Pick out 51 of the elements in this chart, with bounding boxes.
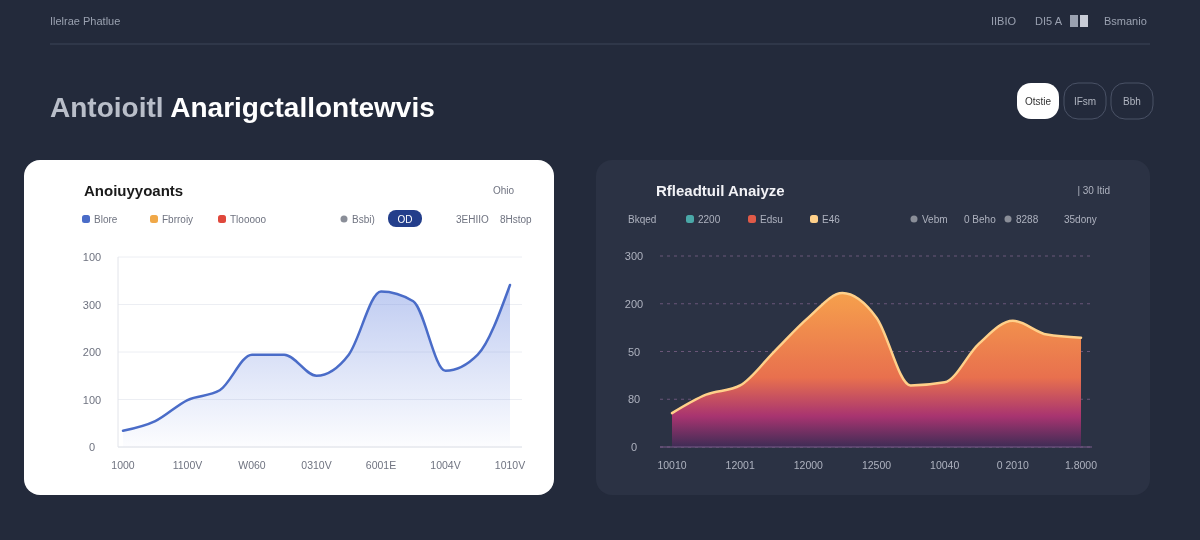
text: DI5 A xyxy=(1035,15,1063,27)
chart-title: Anoiuyyoants xyxy=(84,182,184,199)
text: 200 xyxy=(624,297,644,310)
text: 8288 xyxy=(1016,214,1039,225)
text: Otstie xyxy=(1024,96,1052,107)
x-tick-label: W060 xyxy=(238,459,266,471)
legend-label: 2200 xyxy=(698,214,721,225)
x-tick-label: 0310V xyxy=(301,459,332,471)
text: Antoioitl Anarigctallontewvis xyxy=(50,92,435,123)
text: 300 xyxy=(82,298,102,311)
text: 50 xyxy=(627,345,641,358)
text: 0 Beho xyxy=(964,214,997,225)
text: IFsm xyxy=(1073,96,1097,107)
legend-label: Fbrroiy xyxy=(162,214,194,225)
x-tick-label: 12000 xyxy=(793,459,824,471)
legend-label: E46 xyxy=(822,214,841,225)
text: OD xyxy=(397,214,413,225)
text: 0 xyxy=(630,441,638,453)
x-tick-label: 1100V xyxy=(172,459,203,471)
x-tick-label: 12500 xyxy=(861,459,892,471)
text: | 30 Itid xyxy=(1077,185,1110,196)
x-tick-label: 1.8000 xyxy=(1064,459,1098,471)
text: Bsmanio xyxy=(1104,15,1147,27)
text: 0 xyxy=(88,441,96,453)
text: Ohio xyxy=(492,185,515,196)
text: 3EHIIO xyxy=(456,214,490,225)
text: Ilelrae Phatlue xyxy=(50,15,121,27)
chart-title: Rfleadtuil Anaiyze xyxy=(656,182,785,199)
x-tick-label: 1004V xyxy=(430,459,461,471)
x-tick-label: 12001 xyxy=(725,459,755,471)
x-tick-label: 0 2010 xyxy=(996,459,1030,471)
legend-label: Edsu xyxy=(760,214,783,225)
x-tick-label: 6001E xyxy=(365,459,397,471)
text: 200 xyxy=(82,346,102,358)
text: Bsbi) xyxy=(352,214,375,225)
x-tick-label: 10010 xyxy=(657,459,687,471)
legend-title: Bkqed xyxy=(628,214,657,225)
text: IIBIO xyxy=(990,15,1017,27)
x-tick-label: 1000 xyxy=(111,459,135,471)
legend-label: Tlooooo xyxy=(230,214,267,225)
x-tick-label: 10040 xyxy=(930,459,960,471)
legend-label: Blore xyxy=(94,214,118,225)
text: 35dony xyxy=(1064,214,1097,225)
text: Vebm xyxy=(922,214,948,225)
x-tick-label: 1010V xyxy=(494,459,526,471)
text: Bbh xyxy=(1123,96,1141,107)
text: 100 xyxy=(82,393,102,406)
text: 300 xyxy=(624,250,644,262)
text: 80 xyxy=(627,393,641,406)
text: 8Hstop xyxy=(500,214,533,225)
text: 100 xyxy=(82,251,102,263)
